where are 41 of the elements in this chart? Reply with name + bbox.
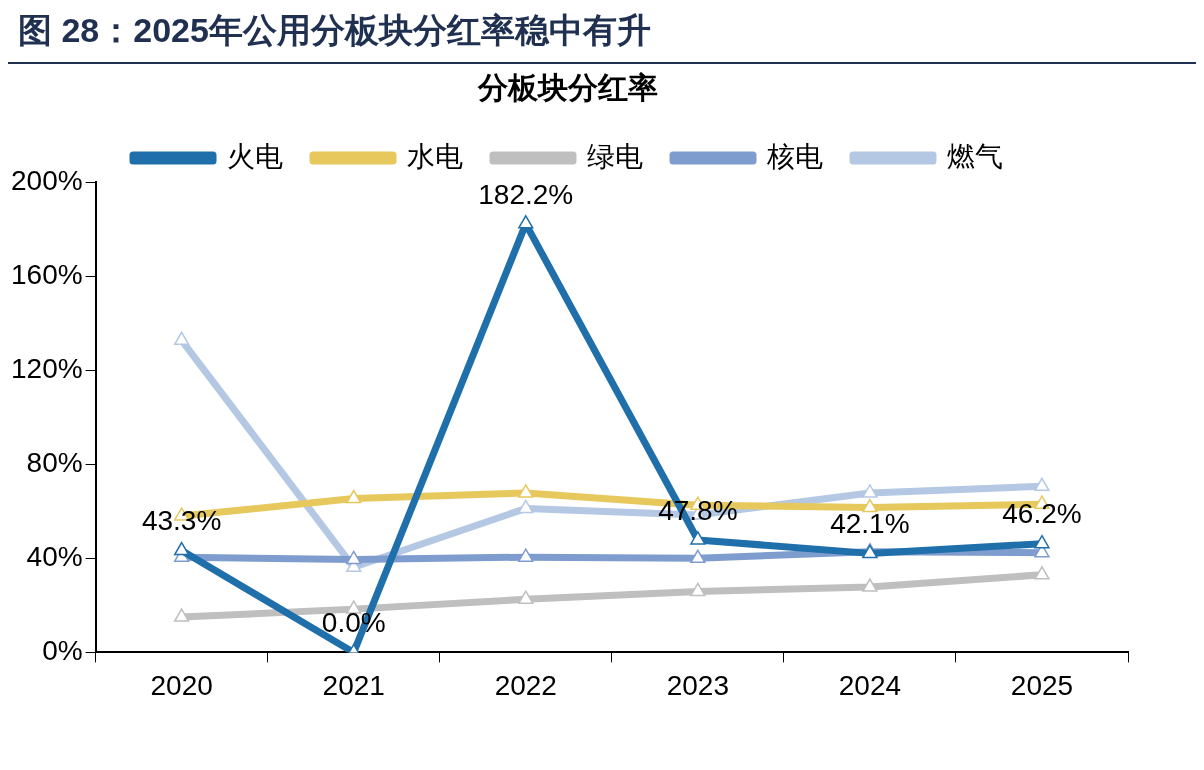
point (690, 549, 706, 564)
point (518, 548, 534, 562)
y-tick-label: 80% (26, 446, 83, 478)
legend-label: 核电 (766, 140, 823, 172)
data-label: 182.2% (478, 178, 574, 210)
chart-title: 图 28：2025年公用分板块分红率稳中有升 (8, 8, 1196, 64)
legend-label: 绿电 (587, 140, 643, 172)
x-tick-label: 2023 (666, 669, 729, 701)
data-label: 42.1% (830, 508, 910, 540)
point (518, 484, 534, 498)
point (346, 550, 362, 565)
y-tick-label: 200% (10, 164, 83, 196)
point (690, 582, 706, 597)
data-label: 46.2% (1002, 498, 1082, 530)
point (1034, 477, 1050, 492)
x-tick-label: 2022 (494, 669, 557, 701)
chart-subtitle: 分板块分红率 (477, 71, 658, 105)
point (862, 578, 878, 592)
point (690, 531, 706, 545)
y-tick-label: 120% (10, 352, 83, 384)
point (862, 484, 878, 498)
x-tick-label: 2021 (322, 669, 385, 701)
point (1034, 534, 1050, 549)
legend-label: 火电 (227, 140, 283, 172)
point (173, 608, 190, 622)
y-tick-label: 160% (10, 258, 83, 290)
x-tick-label: 2025 (1010, 669, 1074, 701)
legend-label: 燃气 (947, 140, 1003, 172)
x-tick-label: 2020 (150, 669, 213, 701)
x-tick-label: 2024 (838, 669, 902, 701)
point (518, 499, 534, 514)
y-tick-label: 0% (42, 635, 83, 667)
point (518, 590, 534, 604)
y-tick-label: 40% (26, 541, 83, 573)
legend-label: 水电 (407, 140, 463, 172)
point (518, 215, 534, 229)
point (1034, 566, 1050, 580)
point (346, 489, 362, 504)
point (862, 498, 878, 513)
data-label: 43.3% (141, 505, 222, 537)
point (173, 331, 190, 346)
